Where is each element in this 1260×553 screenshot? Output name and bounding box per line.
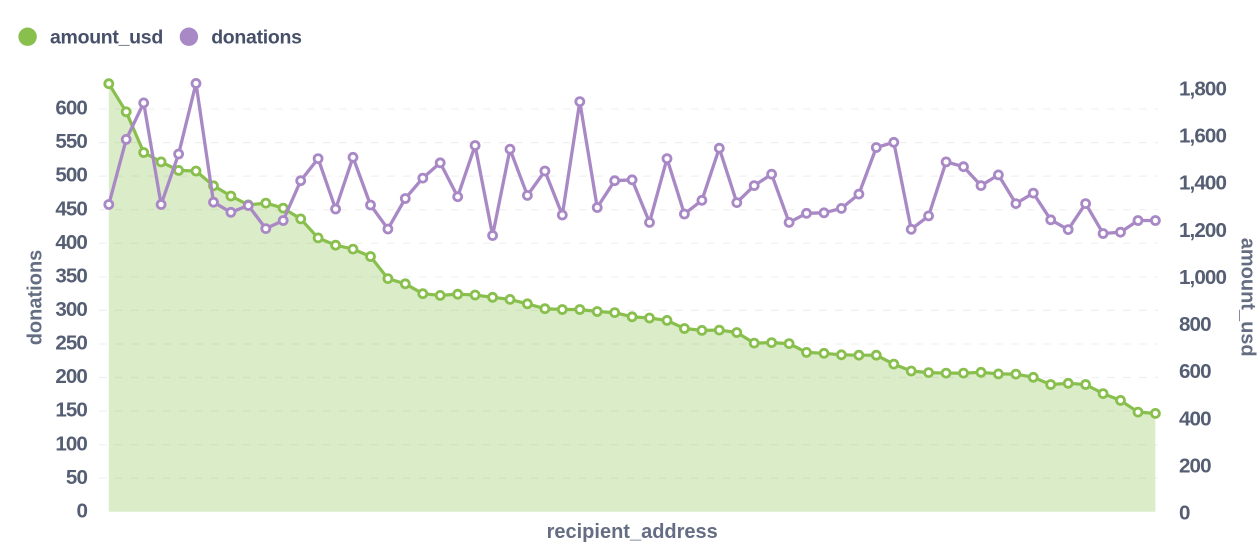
svg-text:amount_usd: amount_usd: [1237, 238, 1259, 357]
svg-text:400: 400: [1179, 407, 1211, 430]
svg-text:200: 200: [55, 365, 87, 388]
svg-text:200: 200: [1179, 455, 1211, 478]
svg-text:450: 450: [55, 197, 87, 220]
svg-text:800: 800: [1179, 313, 1211, 336]
svg-text:600: 600: [55, 97, 87, 120]
svg-text:donations: donations: [24, 250, 46, 346]
svg-text:550: 550: [55, 130, 87, 153]
svg-text:300: 300: [55, 298, 87, 321]
svg-text:250: 250: [55, 332, 87, 355]
svg-text:350: 350: [55, 264, 87, 287]
svg-text:amount_usd: amount_usd: [50, 27, 163, 49]
svg-text:0: 0: [76, 499, 87, 522]
svg-text:600: 600: [1179, 360, 1211, 383]
svg-text:recipient_address: recipient_address: [547, 521, 718, 543]
svg-text:1,800: 1,800: [1179, 77, 1226, 100]
svg-text:0: 0: [1179, 502, 1190, 525]
svg-text:1,200: 1,200: [1179, 219, 1226, 242]
svg-text:1,400: 1,400: [1179, 172, 1226, 195]
svg-text:1,600: 1,600: [1179, 125, 1226, 148]
svg-text:400: 400: [55, 231, 87, 254]
svg-text:1,000: 1,000: [1179, 266, 1226, 289]
svg-text:donations: donations: [211, 27, 302, 49]
svg-text:150: 150: [55, 399, 87, 422]
svg-text:500: 500: [55, 164, 87, 187]
svg-text:50: 50: [66, 466, 88, 489]
svg-text:100: 100: [55, 432, 87, 455]
